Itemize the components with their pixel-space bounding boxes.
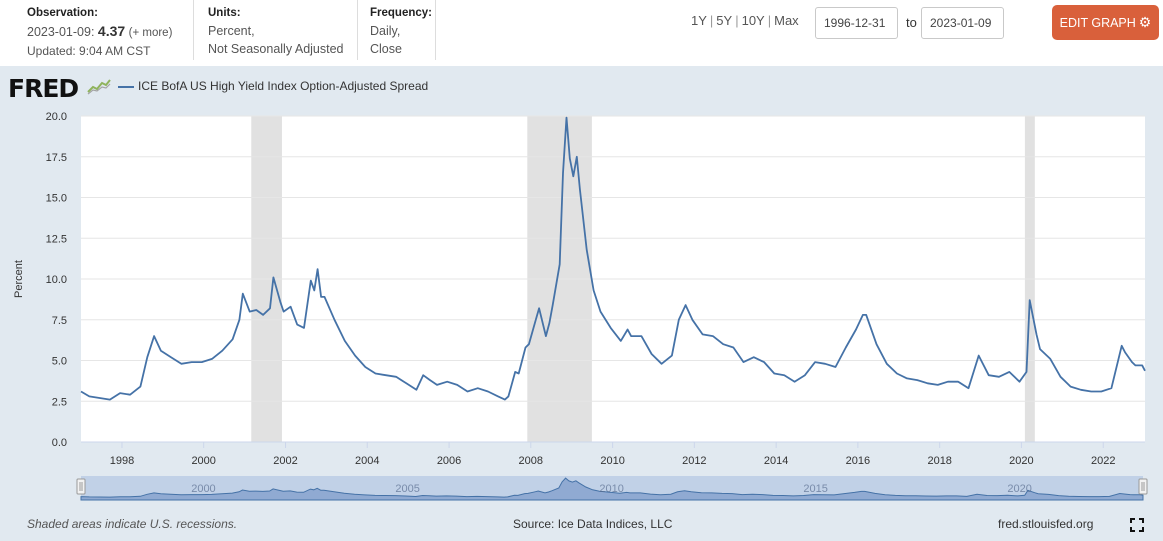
navigator-label: 2020 (1007, 483, 1031, 495)
navigator-handle[interactable] (76, 478, 86, 495)
observation-more-link[interactable]: (+ more) (128, 27, 173, 39)
divider (193, 0, 194, 60)
observation-updated: Updated: 9:04 AM CST (27, 44, 151, 58)
x-tick-label: 2014 (764, 455, 788, 467)
range-selector: 1Y | 5Y | 10Y | Max (691, 13, 799, 28)
x-tick-label: 2004 (355, 455, 379, 467)
x-tick-label: 2000 (191, 455, 215, 467)
units-label: Units: (208, 7, 241, 19)
logo-graph-icon (87, 79, 111, 95)
x-tick-label: 2012 (682, 455, 706, 467)
header: Observation: 2023-01-09: 4.37 (+ more) U… (0, 0, 1163, 66)
x-tick-label: 2016 (846, 455, 870, 467)
y-tick-label: 2.5 (52, 396, 67, 408)
chart: 0.0 2.5 5.0 7.5 10.0 12.5 15.0 17.5 20.0 Percent 1… (13, 111, 1148, 501)
y-tick-label: 10.0 (46, 274, 67, 286)
end-date-input[interactable]: 2023-01-09 (921, 7, 1004, 39)
y-tick-label: 12.5 (46, 233, 67, 245)
y-tick-label: 15.0 (46, 193, 67, 205)
navigator-label: 2000 (191, 483, 215, 495)
x-tick-label: 2022 (1091, 455, 1115, 467)
series-line (80, 116, 1146, 401)
date-to-label: to (906, 15, 917, 30)
observation-value: 4.37 (97, 23, 126, 39)
observation-block: Observation: 2023-01-09: 4.37 (+ more) U… (27, 4, 172, 60)
x-tick-label: 2006 (437, 455, 461, 467)
frequency-label: Frequency: (370, 7, 432, 19)
range-5y[interactable]: 5Y (716, 13, 733, 28)
x-tick-label: 1998 (110, 455, 134, 467)
fullscreen-icon[interactable] (1130, 518, 1144, 532)
start-date-input[interactable]: 1996-12-31 (815, 7, 898, 39)
y-axis-label: Percent (13, 260, 25, 298)
fred-logo: FRED (8, 74, 79, 103)
frequency-line2: Close (370, 42, 402, 56)
legend-swatch (118, 85, 134, 88)
navigator-label: 2015 (803, 483, 827, 495)
site-link[interactable]: fred.stlouisfed.org (998, 517, 1094, 531)
frequency-block: Frequency: Daily, Close (370, 4, 432, 58)
y-tick-label: 5.0 (52, 356, 67, 368)
divider (357, 0, 358, 60)
navigator-label: 2005 (395, 483, 419, 495)
x-tick-label: 2010 (600, 455, 624, 467)
legend: ICE BofA US High Yield Index Option-Adju… (118, 79, 428, 93)
navigator-handle[interactable] (1138, 478, 1148, 495)
legend-series-label: ICE BofA US High Yield Index Option-Adju… (138, 79, 429, 93)
units-block: Units: Percent, Not Seasonally Adjusted (208, 4, 344, 58)
divider (435, 0, 436, 60)
edit-graph-label: EDIT GRAPH (1059, 16, 1136, 30)
y-tick-label: 17.5 (46, 152, 67, 164)
observation-label: Observation: (27, 7, 98, 19)
y-tick-label: 7.5 (52, 315, 67, 327)
y-tick-label: 20.0 (46, 111, 67, 123)
observation-line: 2023-01-09: 4.37 (+ more) (27, 22, 172, 42)
graph-panel: FRED ICE BofA US High Yield Index Option… (0, 66, 1163, 541)
range-1y[interactable]: 1Y (691, 13, 707, 28)
source-text: Source: Ice Data Indices, LLC (513, 517, 673, 531)
observation-date: 2023-01-09: (27, 25, 95, 39)
frequency-line1: Daily, (370, 24, 401, 38)
range-10y[interactable]: 10Y (741, 13, 765, 28)
navigator-label: 2010 (599, 483, 623, 495)
gear-icon: ⚙ (1138, 14, 1152, 30)
y-tick-label: 0.0 (52, 437, 67, 449)
navigator-area (80, 477, 1144, 501)
x-tick-label: 2008 (519, 455, 543, 467)
units-line2: Not Seasonally Adjusted (208, 42, 344, 56)
x-tick-label: 2002 (273, 455, 297, 467)
range-max[interactable]: Max (774, 13, 799, 28)
x-tick-label: 2020 (1009, 455, 1033, 467)
x-tick-label: 2018 (927, 455, 951, 467)
recession-note: Shaded areas indicate U.S. recessions. (27, 517, 238, 531)
units-line1: Percent, (208, 24, 255, 38)
edit-graph-button[interactable]: EDIT GRAPH ⚙ (1052, 5, 1159, 40)
